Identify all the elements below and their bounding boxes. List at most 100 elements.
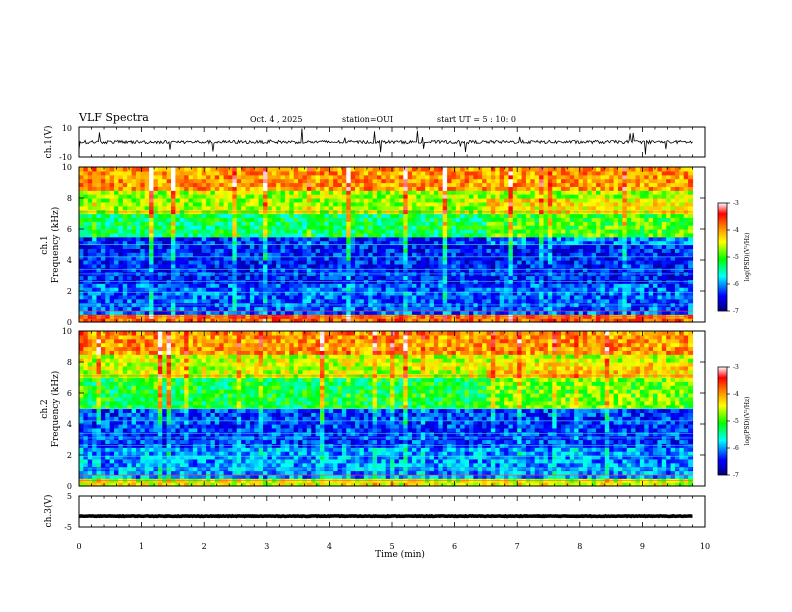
spectrogram-cell	[438, 236, 444, 242]
spectrogram-cell	[512, 225, 518, 230]
spectrogram-cell	[232, 232, 238, 238]
spectrogram-cell	[433, 283, 439, 288]
spectrogram-cell	[92, 244, 98, 249]
spectrogram-cell	[298, 318, 304, 323]
spectrogram-cell	[604, 291, 610, 296]
spectrogram-cell	[149, 225, 155, 230]
spectrogram-cell	[412, 306, 418, 311]
spectrogram-cell	[346, 201, 352, 207]
spectrogram-cell	[416, 318, 422, 323]
spectrogram-cell	[127, 190, 133, 195]
spectrogram-cell	[122, 294, 128, 300]
spectrogram-cell	[284, 182, 290, 187]
spectrogram-cell	[368, 229, 374, 234]
spectrogram-cell	[569, 178, 575, 184]
spectrogram-cell	[236, 225, 242, 230]
spectrogram-cell	[271, 310, 277, 315]
spectrogram-cell	[140, 240, 146, 246]
spectrogram-cell	[184, 248, 190, 253]
spectrogram-cell	[447, 260, 453, 265]
spectrogram-cell	[201, 198, 207, 203]
spectrogram-cell	[306, 194, 312, 199]
spectrogram-cell	[236, 263, 242, 269]
spectrogram-cell	[582, 201, 588, 207]
spectrogram-cell	[249, 217, 255, 222]
spectrogram-cell	[420, 248, 426, 253]
spectrogram-cell	[271, 306, 277, 311]
spectrogram-cell	[333, 194, 339, 199]
spectrogram-cell	[381, 232, 387, 238]
spectrogram-cell	[447, 205, 453, 211]
spectrogram-cell	[337, 236, 343, 242]
spectrogram-cell	[359, 170, 365, 176]
spectrogram-cell	[232, 190, 238, 195]
spectrogram-cell	[525, 267, 531, 273]
spectrogram-cell	[144, 174, 150, 180]
spectrogram-cell	[166, 205, 172, 211]
spectrogram-cell	[293, 291, 299, 296]
spectrogram-cell	[254, 232, 260, 238]
spectrogram-cell	[609, 229, 615, 234]
spectrogram-cell	[149, 287, 155, 292]
spectrogram-cell	[372, 318, 378, 323]
spectrogram-cell	[192, 221, 198, 226]
spectrogram-cell	[346, 291, 352, 296]
spectrogram-cell	[587, 236, 593, 242]
spectrogram-cell	[153, 236, 159, 242]
spectrogram-cell	[192, 291, 198, 296]
spectrogram-cell	[149, 186, 155, 191]
spectrogram-cell	[363, 240, 369, 246]
spectrogram-cell	[306, 186, 312, 191]
spectrogram-cell	[412, 263, 418, 269]
spectrogram-cell	[83, 236, 89, 242]
spectrogram-cell	[359, 190, 365, 195]
spectrogram-cell	[219, 186, 225, 191]
spectrogram-cell	[464, 229, 470, 234]
spectrogram-cell	[236, 205, 242, 211]
spectrogram-cell	[609, 252, 615, 257]
spectrogram-cell	[582, 178, 588, 184]
spectrogram-cell	[596, 225, 602, 230]
spectrogram-cell	[460, 186, 466, 191]
spectrogram-cell	[135, 232, 141, 238]
spectrogram-cell	[543, 213, 549, 218]
spectrogram-cell	[201, 225, 207, 230]
spectrogram-cell	[171, 310, 176, 315]
spectrogram-cell	[284, 236, 290, 242]
spectrogram-cell	[372, 201, 378, 207]
spectrogram-cell	[482, 236, 488, 242]
spectrogram-cell	[149, 283, 155, 288]
spectrogram-cell	[385, 232, 391, 238]
spectrogram-cell	[122, 298, 128, 304]
spectrogram-cell	[596, 294, 602, 300]
spectrogram-cell	[149, 260, 155, 265]
spectrogram-cell	[315, 260, 321, 265]
spectrogram-cell	[206, 267, 212, 273]
spectrogram-cell	[490, 236, 496, 242]
spectrogram-cell	[346, 283, 352, 288]
spectrogram-cell	[429, 310, 435, 315]
spectrogram-cell	[390, 190, 396, 195]
spectrogram-cell	[122, 190, 128, 195]
spectrogram-cell	[254, 194, 260, 199]
spectrogram-cell	[381, 225, 387, 230]
spectrogram-cell	[92, 232, 98, 238]
spectrogram-cell	[442, 275, 448, 280]
spectrogram-cell	[412, 201, 418, 207]
spectrogram-cell	[100, 205, 106, 211]
spectrogram-cell	[271, 167, 277, 172]
spectrogram-cell	[543, 178, 549, 184]
spectrogram-cell	[320, 283, 325, 288]
spectrogram-cell	[100, 170, 106, 176]
spectrogram-cell	[398, 213, 404, 218]
spectrogram-cell	[521, 170, 527, 176]
spectrogram-cell	[223, 217, 229, 222]
spectrogram-cell	[333, 283, 339, 288]
spectrogram-cell	[547, 252, 553, 257]
spectrogram-cell	[201, 174, 207, 180]
spectrogram-cell	[324, 225, 330, 230]
spectrogram-cell	[534, 232, 540, 238]
spectrogram-cell	[83, 275, 89, 280]
spectrogram-cell	[394, 287, 400, 292]
spectrogram-cell	[298, 298, 304, 304]
